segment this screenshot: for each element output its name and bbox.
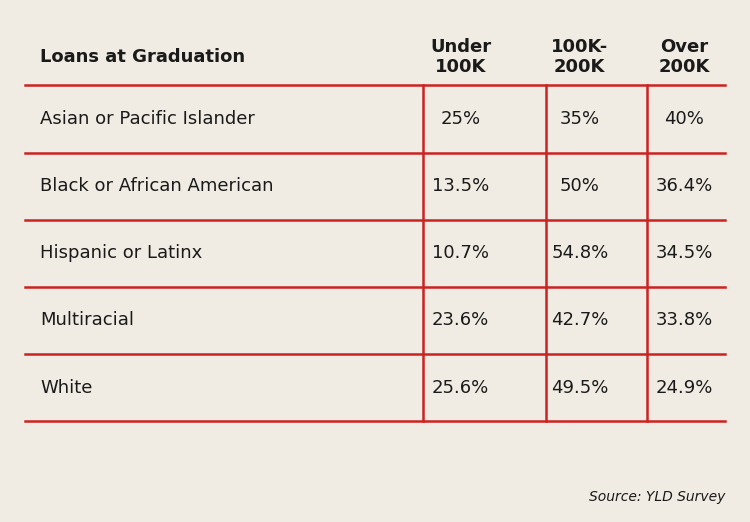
Text: 40%: 40% — [664, 110, 704, 128]
Text: Hispanic or Latinx: Hispanic or Latinx — [40, 244, 203, 262]
Text: 54.8%: 54.8% — [551, 244, 608, 262]
Text: Loans at Graduation: Loans at Graduation — [40, 48, 245, 66]
Text: 34.5%: 34.5% — [656, 244, 712, 262]
Text: Over
200K: Over 200K — [658, 38, 710, 76]
Text: Multiracial: Multiracial — [40, 312, 134, 329]
Text: 10.7%: 10.7% — [432, 244, 489, 262]
Text: 25.6%: 25.6% — [432, 378, 489, 397]
Text: 23.6%: 23.6% — [432, 312, 489, 329]
Text: 35%: 35% — [560, 110, 600, 128]
Text: Under
100K: Under 100K — [430, 38, 491, 76]
Text: 25%: 25% — [440, 110, 481, 128]
Text: 50%: 50% — [560, 177, 600, 195]
Text: 33.8%: 33.8% — [656, 312, 712, 329]
Text: 100K-
200K: 100K- 200K — [551, 38, 608, 76]
Text: White: White — [40, 378, 92, 397]
Text: 24.9%: 24.9% — [656, 378, 712, 397]
Text: Source: YLD Survey: Source: YLD Survey — [589, 490, 725, 504]
Text: 42.7%: 42.7% — [551, 312, 608, 329]
Text: Black or African American: Black or African American — [40, 177, 274, 195]
Text: 49.5%: 49.5% — [551, 378, 608, 397]
Text: Asian or Pacific Islander: Asian or Pacific Islander — [40, 110, 255, 128]
Text: 13.5%: 13.5% — [432, 177, 489, 195]
Text: 36.4%: 36.4% — [656, 177, 712, 195]
